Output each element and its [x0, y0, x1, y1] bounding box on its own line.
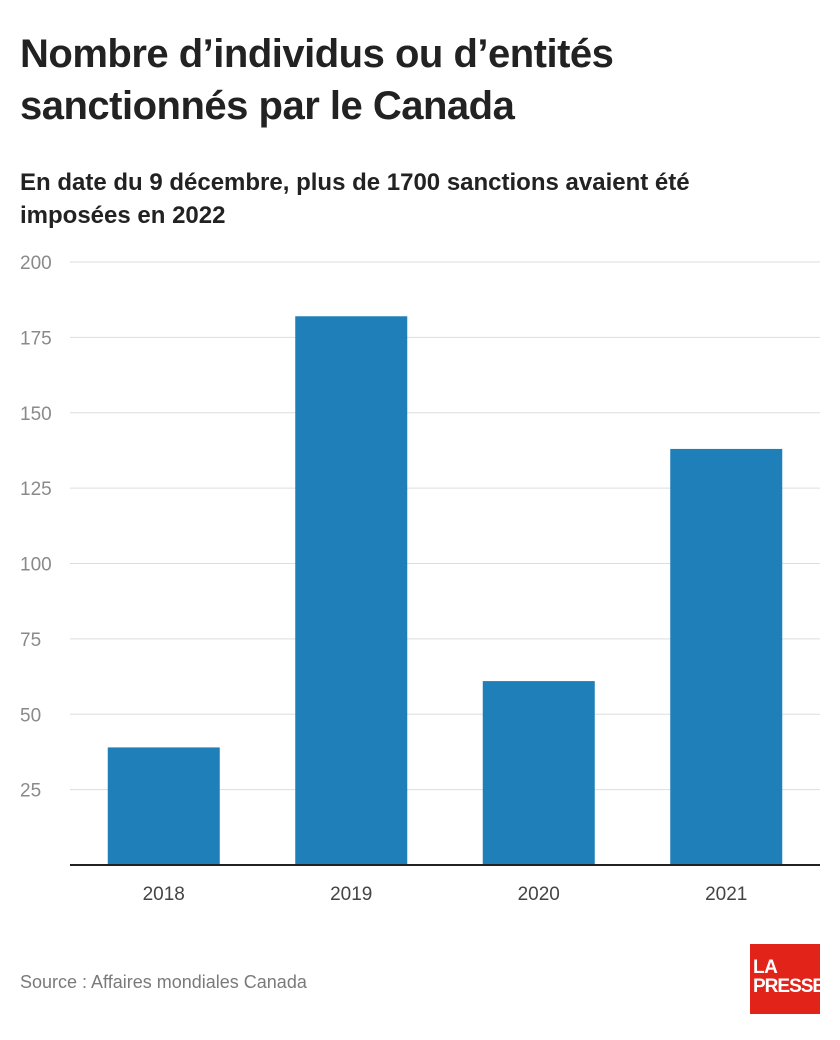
y-tick-label-100: 100 [20, 555, 52, 576]
logo-line-2: PRESSE [753, 976, 825, 997]
chart-subtitle: En date du 9 décembre, plus de 1700 sanc… [20, 169, 690, 229]
y-tick-label-50: 50 [20, 705, 41, 726]
y-tick-label-175: 175 [20, 328, 52, 349]
y-tick-label-125: 125 [20, 479, 52, 500]
bar-2018 [107, 747, 220, 865]
bar-2019 [295, 316, 408, 865]
x-tick-label-2020: 2020 [518, 884, 560, 905]
bar-2020 [482, 681, 595, 865]
source-note: Source : Affaires mondiales Canada [20, 972, 307, 992]
logo-line-1: LA [753, 957, 778, 978]
y-tick-label-25: 25 [20, 781, 41, 802]
x-tick-label-2019: 2019 [330, 884, 372, 905]
x-tick-label-2021: 2021 [705, 884, 747, 905]
gridlines [70, 261, 820, 791]
chart-title: Nombre d’individus ou d’entités sanction… [20, 32, 614, 128]
x-tick-labels: 2018 2019 2020 2021 [143, 884, 748, 905]
y-tick-label-75: 75 [20, 630, 41, 651]
y-tick-label-200: 200 [20, 253, 52, 274]
bar-chart-svg: 25 50 75 100 125 150 175 200 2018 2019 2020 2021 [20, 253, 820, 905]
bar-chart: 25 50 75 100 125 150 175 200 2018 2019 2020 2021 [0, 240, 840, 920]
y-tick-label-150: 150 [20, 404, 52, 425]
y-tick-labels: 25 50 75 100 125 150 175 200 [20, 253, 52, 802]
bar-2021 [670, 448, 783, 865]
x-tick-label-2018: 2018 [143, 884, 185, 905]
bars [107, 316, 783, 865]
la-presse-logo: LA PRESSE [750, 944, 825, 1014]
